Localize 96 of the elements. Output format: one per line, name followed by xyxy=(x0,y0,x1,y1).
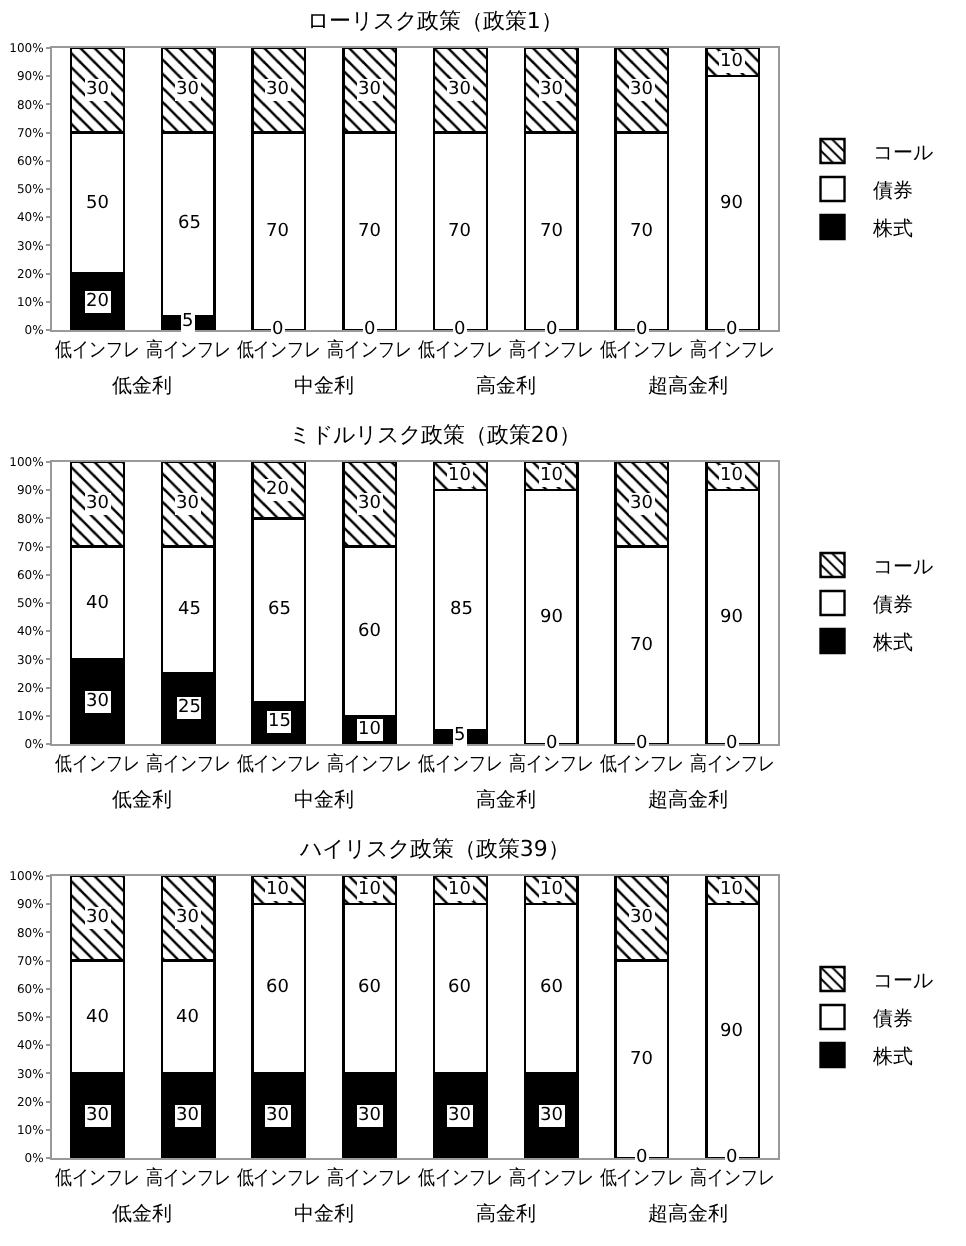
data-label: 40 xyxy=(176,1008,200,1028)
legend-label: 株式 xyxy=(870,1044,913,1069)
data-label: 0 xyxy=(726,320,738,340)
data-label: 20 xyxy=(86,292,110,312)
data-label: 30 xyxy=(86,1106,110,1126)
data-label: 30 xyxy=(630,908,654,928)
text: 超高金利 xyxy=(648,788,728,812)
data-label: 30 xyxy=(448,80,472,100)
data-label: 70 xyxy=(630,1050,654,1070)
data-label: 10 xyxy=(720,466,744,486)
legend-label: 株式 xyxy=(870,216,913,241)
legend-label: 株式 xyxy=(870,630,913,655)
data-label: 10 xyxy=(358,880,382,900)
data-label: 30 xyxy=(176,908,200,928)
data-label: 50 xyxy=(86,194,110,214)
data-label: 70 xyxy=(630,222,654,242)
text: 高金利 xyxy=(476,1202,536,1226)
chart-title: ローリスク政策（政策1） xyxy=(306,7,563,34)
text: コール xyxy=(872,556,933,579)
data-label: 30 xyxy=(630,494,654,514)
data-label: 90 xyxy=(720,194,744,214)
data-label: 40 xyxy=(86,594,110,614)
data-label: 60 xyxy=(358,978,382,998)
data-label: 5 xyxy=(182,312,194,332)
text: 超高金利 xyxy=(648,1202,728,1226)
data-label: 70 xyxy=(630,636,654,656)
data-label: 0 xyxy=(546,320,558,340)
data-label: 60 xyxy=(358,622,382,642)
data-label: 0 xyxy=(726,734,738,754)
data-label: 70 xyxy=(358,222,382,242)
data-label: 0 xyxy=(636,320,648,340)
data-label: 45 xyxy=(178,600,201,620)
text: 高金利 xyxy=(476,788,536,812)
data-label: 70 xyxy=(540,222,564,242)
data-label: 60 xyxy=(266,978,290,998)
data-label: 60 xyxy=(540,978,564,998)
data-label: 20 xyxy=(266,480,290,500)
text: 中金利 xyxy=(294,1202,354,1226)
data-label: 0 xyxy=(636,734,648,754)
data-label: 30 xyxy=(358,1106,382,1126)
data-label: 0 xyxy=(364,320,376,340)
text: 低金利 xyxy=(112,374,172,398)
data-label: 10 xyxy=(720,52,744,72)
data-label: 30 xyxy=(176,1106,200,1126)
data-label: 30 xyxy=(86,908,110,928)
data-label: 25 xyxy=(178,698,201,718)
data-label: 70 xyxy=(448,222,472,242)
text: 超高金利 xyxy=(648,374,728,398)
text: 低金利 xyxy=(112,1202,172,1226)
data-label: 30 xyxy=(540,1106,564,1126)
data-label: 40 xyxy=(86,1008,110,1028)
data-label: 85 xyxy=(450,600,473,620)
data-label: 90 xyxy=(720,1022,744,1042)
data-label: 10 xyxy=(540,880,564,900)
data-label: 30 xyxy=(266,1106,290,1126)
legend-label: 債券 xyxy=(872,178,913,203)
data-label: 60 xyxy=(448,978,472,998)
text: コール xyxy=(872,970,933,993)
data-label: 0 xyxy=(546,734,558,754)
data-label: 30 xyxy=(176,494,200,514)
data-label: 30 xyxy=(86,80,110,100)
chart-title: ミドルリスク政策（政策20） xyxy=(288,421,581,448)
text: 高金利 xyxy=(476,374,536,398)
data-label: 15 xyxy=(268,712,291,732)
data-label: 30 xyxy=(176,80,200,100)
data-label: 30 xyxy=(86,494,110,514)
text: 中金利 xyxy=(294,788,354,812)
data-label: 0 xyxy=(272,320,284,340)
data-label: 30 xyxy=(358,80,382,100)
data-label: 10 xyxy=(266,880,290,900)
data-label: 10 xyxy=(448,466,472,486)
data-label: 30 xyxy=(630,80,654,100)
data-label: 5 xyxy=(454,726,466,746)
text: 中金利 xyxy=(294,374,354,398)
data-label: 10 xyxy=(358,720,382,740)
chart-title: ハイリスク政策（政策39） xyxy=(297,835,570,862)
data-label: 30 xyxy=(266,80,290,100)
data-label: 65 xyxy=(268,600,291,620)
data-label: 10 xyxy=(720,880,744,900)
data-label: 0 xyxy=(726,1148,738,1168)
data-label: 30 xyxy=(448,1106,472,1126)
data-label: 30 xyxy=(358,494,382,514)
data-label: 65 xyxy=(178,214,201,234)
legend-label: 債券 xyxy=(872,592,913,617)
text: 低金利 xyxy=(112,788,172,812)
data-label: 0 xyxy=(636,1148,648,1168)
data-label: 90 xyxy=(720,608,744,628)
data-label: 10 xyxy=(540,466,564,486)
data-label: 90 xyxy=(540,608,564,628)
text: コール xyxy=(872,142,933,165)
data-label: 30 xyxy=(540,80,564,100)
data-label: 70 xyxy=(266,222,290,242)
data-label: 0 xyxy=(454,320,466,340)
data-label: 10 xyxy=(448,880,472,900)
data-label: 30 xyxy=(86,692,110,712)
legend-label: 債券 xyxy=(872,1006,913,1031)
